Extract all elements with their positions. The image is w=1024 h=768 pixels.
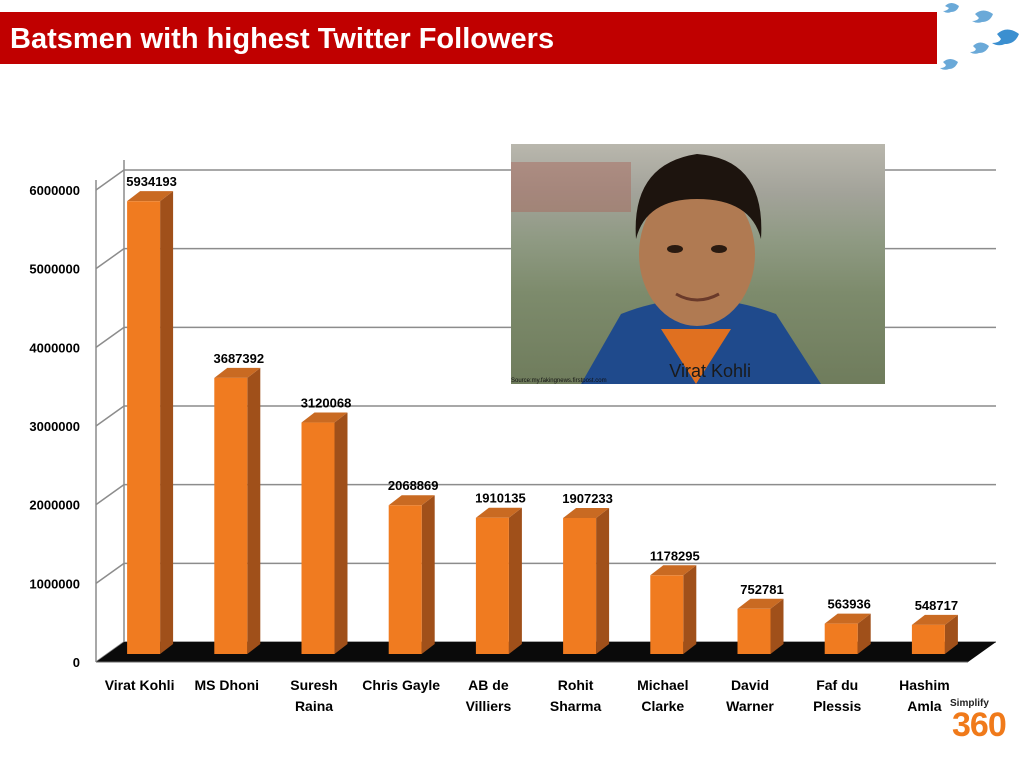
gridline-diagonal [95, 405, 125, 427]
data-label: 1910135 [475, 491, 526, 506]
bar-side [857, 613, 871, 654]
bar-top [563, 507, 610, 518]
bar-side [247, 367, 261, 654]
bar-top [214, 367, 261, 378]
y-tick-label: 0 [73, 655, 80, 670]
x-tick-label: MS Dhoni [195, 677, 260, 693]
bar-side [421, 495, 435, 654]
bar [824, 623, 858, 654]
bar-side [770, 598, 784, 654]
data-label: 3120068 [301, 396, 352, 411]
x-tick-label: Michael [637, 677, 688, 693]
bar-side [944, 614, 958, 654]
data-label: 1907233 [562, 491, 613, 506]
page-title: Batsmen with highest Twitter Followers [10, 23, 555, 55]
brand-top-text: Simplify [950, 698, 989, 709]
y-tick-label: 6000000 [29, 183, 80, 198]
twitter-birds-icon [940, 3, 1019, 70]
photo-source: Source:my.fakingnews.firstpost.com [511, 378, 607, 384]
brand-main-text: 360 [952, 706, 1007, 744]
data-label: 1178295 [650, 548, 700, 563]
y-tick-label: 3000000 [29, 419, 80, 434]
bar-side [334, 412, 348, 654]
gridline-diagonal [95, 248, 125, 270]
x-tick-label: David [731, 677, 769, 693]
x-tick-label: Plessis [813, 698, 861, 714]
y-tick-label: 4000000 [29, 340, 80, 355]
bar-top [911, 614, 958, 625]
bar [214, 377, 248, 654]
data-label: 2068869 [388, 478, 439, 493]
y-tick-label: 2000000 [29, 498, 80, 513]
x-tick-label: Raina [295, 698, 333, 714]
player-photo: Virat Kohli Source:my.fakingnews.firstpo… [511, 144, 885, 384]
bar [301, 422, 335, 654]
bar [737, 608, 771, 654]
x-tick-label: Suresh [290, 677, 337, 693]
x-tick-label: Hashim [899, 677, 950, 693]
bar-top [824, 613, 871, 624]
bar [650, 575, 684, 654]
bar-side [596, 507, 610, 654]
bar-top [127, 191, 174, 202]
bar-top [301, 412, 348, 423]
gridline-diagonal [95, 562, 125, 584]
x-tick-label: Virat Kohli [105, 677, 175, 693]
bar-top [650, 565, 697, 576]
bar-side [508, 507, 522, 654]
gridline-diagonal [95, 326, 125, 348]
data-label: 548717 [915, 598, 958, 613]
data-label: 5934193 [126, 174, 177, 189]
x-tick-label: Sharma [550, 698, 602, 714]
data-label: 3687392 [213, 351, 264, 366]
bar-side [160, 191, 174, 654]
title-banner [0, 12, 937, 64]
bar-top [475, 507, 522, 518]
x-tick-label: Amla [907, 698, 941, 714]
bar [475, 517, 509, 654]
bar-top [737, 598, 784, 609]
x-tick-label: Chris Gayle [362, 677, 440, 693]
gridline-diagonal [95, 484, 125, 506]
x-tick-label: Warner [726, 698, 774, 714]
x-tick-label: Rohit [558, 677, 594, 693]
bar [563, 517, 597, 654]
bar-top [388, 495, 435, 506]
simplify360-logo: Simplify 360 [950, 698, 1022, 766]
bar-side [683, 565, 697, 654]
bar [911, 624, 945, 654]
data-label: 563936 [828, 597, 871, 612]
data-label: 752781 [740, 582, 783, 597]
x-tick-label: Faf du [816, 677, 858, 693]
photo-caption: Virat Kohli [669, 361, 751, 381]
bar [388, 505, 422, 654]
x-tick-label: Clarke [641, 698, 684, 714]
bar [127, 201, 161, 654]
x-tick-label: AB de [468, 677, 509, 693]
x-tick-label: Villiers [466, 698, 512, 714]
portrait-illustration [511, 154, 821, 384]
gridline-diagonal [95, 169, 125, 191]
y-tick-label: 1000000 [29, 576, 80, 591]
y-tick-label: 5000000 [29, 262, 80, 277]
